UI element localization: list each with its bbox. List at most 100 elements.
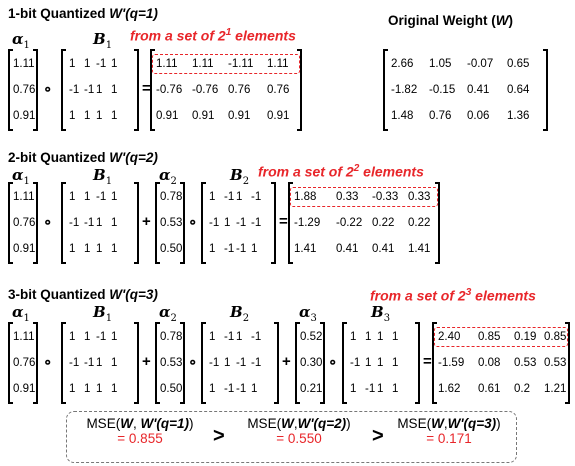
B2-matrix-cell: -1 [236,383,247,395]
original-title: Original Weight (W) [388,13,513,28]
alpha1-label: α1 [12,166,30,187]
B3-matrix: 1 1 1 1 -1 1 1 1 1 -1 1 1 [342,322,420,404]
result1-matrix-cell: 0.91 [156,110,179,122]
B2-matrix-cell: 1 [224,357,231,369]
B1-matrix-cell: 1 [69,383,76,395]
alpha2-vector: 0.78 0.53 0.50 [155,182,185,264]
B2-label: B2 [230,166,250,187]
greater-than-1: > [213,425,225,447]
result2-matrix-cell: 1.41 [294,243,317,255]
mse-q2: MSE(W,W'(q=2)) = 0.550 [247,416,351,446]
B2-matrix-cell: 1 [236,331,243,343]
plus-operator: + [282,353,291,370]
B3-matrix-cell: 1 [350,331,357,343]
result2-matrix-cell: -1.29 [294,217,321,229]
B1-matrix: 1 1 -1 1 -1 -1 1 1 1 1 1 1 [61,322,139,404]
B1-matrix-cell: 1 [96,84,103,96]
alpha1-vector-cell: 1.11 [13,191,35,203]
B2-matrix-cell: 1 [209,383,216,395]
result2-matrix: 1.88 0.33 -0.33 0.33 -1.29 -0.22 0.22 0.22 1.41 0… [288,182,440,264]
result3-matrix-cell: 0.19 [514,331,537,343]
result3-matrix-cell: 0.53 [544,357,567,369]
mse-q3-value: 0.171 [437,431,472,446]
B1-label: B1 [93,303,113,324]
alpha1-vector: 1.11 0.76 0.91 [8,182,38,264]
result3-matrix-cell: 0.85 [544,331,567,343]
B1-matrix: 1 1 -1 1 -1 -1 1 1 1 1 1 1 [61,182,139,264]
hadamard-operator: ∘ [43,214,53,231]
alpha3-vector-cell: 0.52 [300,331,323,343]
alpha2-label: α2 [159,166,177,187]
result2-matrix-cell: 0.22 [408,217,431,229]
alpha1-label: α1 [12,30,30,51]
original-matrix-cell: 0.76 [429,110,452,122]
original-matrix-cell: 0.64 [507,84,530,96]
B2-matrix: 1 -1 1 -1 -1 1 -1 -1 1 -1 -1 1 [201,182,276,264]
alpha1-vector-cell: 0.91 [13,383,36,395]
hadamard-operator: ∘ [43,81,53,98]
section2-note: from a set of 22 elements [258,163,424,180]
original-matrix-cell: 1.36 [507,110,530,122]
result3-matrix-cell: 1.62 [438,383,461,395]
result3-matrix-cell: 0.53 [514,357,537,369]
B1-matrix-cell: 1 [69,110,76,122]
result1-matrix-cell: 0.91 [267,110,290,122]
hadamard-operator: ∘ [188,214,198,231]
alpha1-vector-cell: 1.11 [13,58,35,70]
B2-matrix: 1 -1 1 -1 -1 1 -1 -1 1 -1 -1 1 [201,322,279,404]
B1-matrix-cell: 1 [111,110,118,122]
mse-q2-value: 0.550 [287,431,322,446]
B1-matrix-cell: 1 [96,243,103,255]
first-row-highlight [152,54,300,74]
original-matrix-cell: -0.07 [467,58,494,70]
B3-matrix-cell: 1 [392,357,399,369]
B2-matrix-cell: -1 [209,357,220,369]
B1-matrix-cell: 1 [111,383,118,395]
mse-q1: MSE(W, W'(q=1)) = 0.855 [86,416,194,446]
alpha3-vector: 0.52 0.30 0.21 [295,322,325,404]
B3-matrix-cell: 1 [377,383,384,395]
B2-matrix-cell: 1 [209,243,216,255]
result1-matrix-cell: -0.76 [192,84,219,96]
B2-matrix-cell: 1 [209,191,216,203]
B1-matrix-cell: 1 [111,217,118,229]
B1-matrix-cell: -1 [84,217,95,229]
mse-q3: MSE(W,W'(q=3)) = 0.171 [397,416,501,446]
mse-comparison-box [66,411,517,463]
B1-matrix-cell: -1 [84,84,95,96]
alpha1-label: α1 [12,303,30,324]
B2-matrix-cell: -1 [209,217,220,229]
result2-matrix-cell: 0.22 [372,217,395,229]
result1-matrix-cell: 0.76 [267,84,290,96]
equals-operator: = [279,213,288,230]
B1-matrix-cell: 1 [84,58,91,70]
B3-matrix-cell: 1 [365,331,372,343]
alpha3-vector-cell: 0.30 [300,357,323,369]
result3-matrix-cell: 0.61 [478,383,501,395]
section1-title: 1-bit Quantized W'(q=1) [8,6,158,21]
result2-matrix-cell: 1.41 [408,243,431,255]
B2-matrix-cell: -1 [251,191,262,203]
B1-matrix-cell: -1 [69,217,80,229]
B2-matrix-cell: 1 [251,243,258,255]
result2-matrix-cell: 0.33 [408,191,431,203]
original-matrix-cell: 0.65 [507,58,530,70]
result1-matrix-cell: 1.11 [192,58,214,70]
B3-matrix-cell: 1 [350,383,357,395]
B1-matrix-cell: 1 [69,191,76,203]
first-row-highlight [434,327,568,347]
result3-matrix: 2.40 0.85 0.19 0.85 -1.59 0.08 0.53 0.53 1.62 0.6… [432,322,570,404]
result3-matrix-cell: 1.21 [544,383,567,395]
result1-matrix: 1.11 1.11 -1.11 1.11 -0.76 -0.76 0.76 0.76 0.91 0… [150,49,302,131]
result3-matrix-cell: 0.08 [478,357,501,369]
alpha1-vector-cell: 0.76 [13,84,36,96]
alpha1-vector: 1.11 0.76 0.91 [8,322,38,404]
B1-matrix-cell: 1 [96,357,103,369]
B3-matrix-cell: 1 [392,383,399,395]
greater-than-2: > [372,425,384,447]
section3-note: from a set of 23 elements [370,287,536,304]
B2-matrix-cell: -1 [236,243,247,255]
B1-matrix-cell: 1 [69,331,76,343]
B1-matrix-cell: 1 [84,243,91,255]
original-matrix-cell: 1.48 [391,110,414,122]
